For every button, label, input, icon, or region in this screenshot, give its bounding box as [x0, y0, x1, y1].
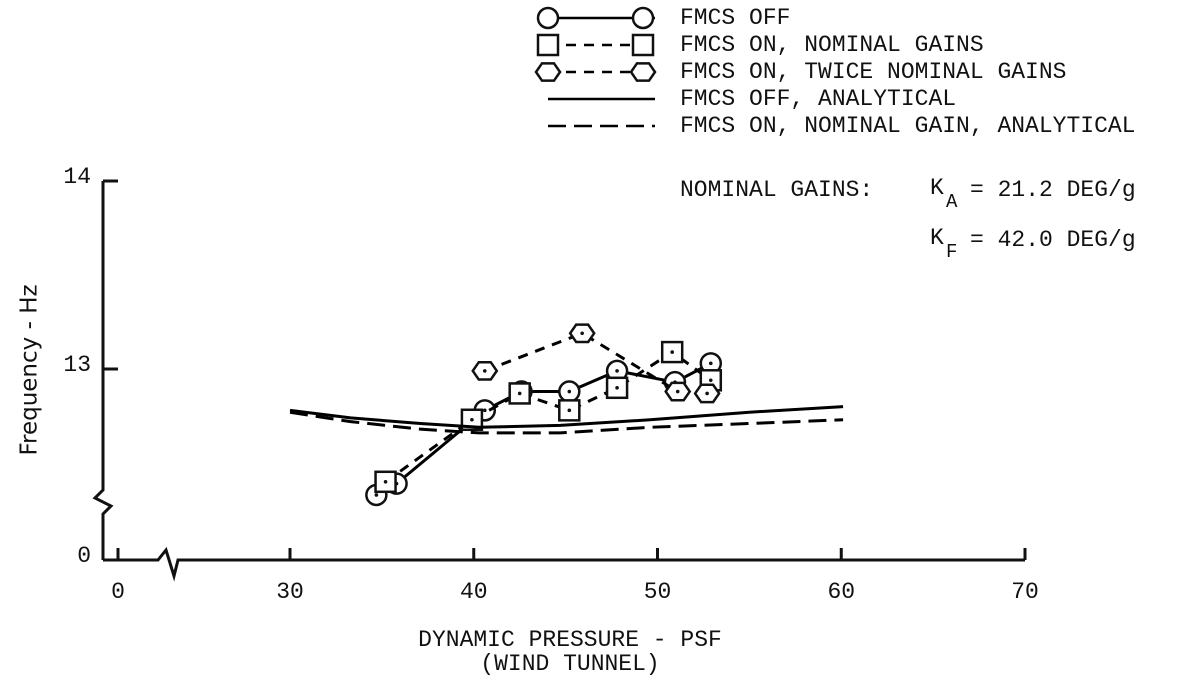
gain-subscript: F — [946, 241, 957, 263]
legend-label: FMCS OFF — [680, 5, 790, 31]
marker-dot — [708, 361, 713, 366]
x-tick-label: 40 — [460, 579, 488, 605]
marker-hexagon — [629, 62, 657, 82]
gain-symbol: K — [930, 175, 944, 201]
marker-hexagon — [534, 62, 562, 82]
marker-dot — [383, 480, 388, 484]
legend-label: FMCS ON, NOMINAL GAIN, ANALYTICAL — [680, 113, 1135, 139]
marker-dot — [567, 389, 572, 394]
series-line — [289, 410, 844, 435]
marker-dot — [615, 369, 619, 373]
gain-symbol: K — [930, 225, 944, 251]
x-axis-label: DYNAMIC PRESSURE - PSF — [418, 627, 722, 653]
marker-circle — [536, 6, 560, 30]
marker-dot — [580, 331, 584, 336]
marker-circle — [631, 6, 655, 30]
legend-label: FMCS ON, TWICE NOMINAL GAINS — [680, 59, 1066, 85]
marker-dot — [567, 408, 572, 413]
marker-dot — [708, 378, 713, 383]
y-tick-label: 0 — [77, 543, 91, 569]
x-tick-label: 0 — [111, 579, 125, 605]
x-tick-label: 30 — [276, 579, 304, 605]
gain-text: = 21.2 DEG/g — [970, 177, 1136, 203]
marker-square — [631, 33, 655, 57]
gain-subscript: A — [946, 191, 958, 213]
x-axis-label-note: (WIND TUNNEL) — [480, 651, 659, 677]
gain-text: = 42.0 DEG/g — [970, 227, 1136, 253]
x-tick-label: 70 — [1011, 579, 1039, 605]
y-tick-label: 13 — [63, 352, 91, 378]
marker-dot — [615, 386, 619, 390]
marker-dot — [517, 391, 522, 396]
x-tick-label: 50 — [644, 579, 672, 605]
series-line — [384, 350, 712, 484]
marker-dot — [482, 408, 487, 413]
legend-label: FMCS ON, NOMINAL GAINS — [680, 32, 984, 58]
marker-dot — [705, 391, 709, 396]
series-line — [289, 405, 844, 429]
legend-label: FMCS OFF, ANALYTICAL — [680, 86, 956, 112]
marker-dot — [675, 389, 680, 394]
y-axis-label: Frequency - Hz — [17, 284, 43, 455]
marker-dot — [482, 369, 487, 373]
marker-dot — [470, 417, 474, 422]
marker-dot — [374, 493, 379, 497]
marker-square — [536, 33, 560, 57]
y-tick-label: 14 — [63, 164, 91, 190]
x-axis — [103, 546, 1025, 582]
annotation-label: NOMINAL GAINS: — [680, 177, 873, 203]
marker-dot — [670, 350, 674, 354]
y-axis — [92, 181, 114, 560]
x-tick-label: 60 — [827, 579, 855, 605]
